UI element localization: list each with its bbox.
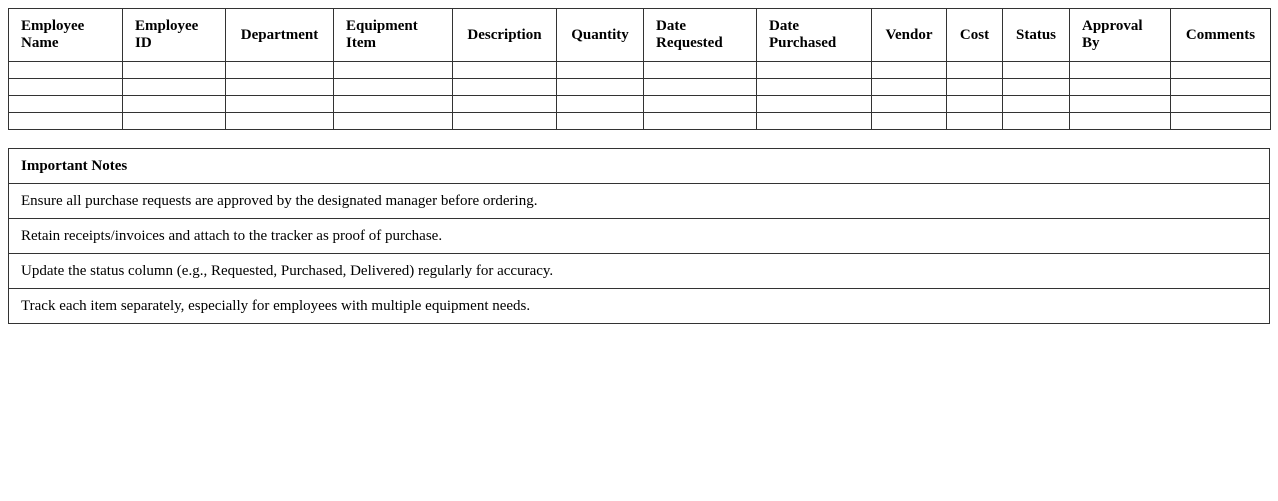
table-cell[interactable] xyxy=(946,78,1003,96)
table-cell[interactable] xyxy=(452,95,557,113)
note-item: Track each item separately, especially f… xyxy=(8,288,1270,324)
note-item: Update the status column (e.g., Requeste… xyxy=(8,253,1270,289)
table-cell[interactable] xyxy=(643,61,757,79)
important-notes-table: Important Notes Ensure all purchase requ… xyxy=(8,148,1270,324)
table-cell[interactable] xyxy=(8,112,123,130)
column-header: Approval By xyxy=(1069,8,1171,62)
table-cell[interactable] xyxy=(225,95,334,113)
table-cell[interactable] xyxy=(756,61,872,79)
table-cell[interactable] xyxy=(1069,95,1171,113)
table-cell[interactable] xyxy=(1170,61,1271,79)
table-cell[interactable] xyxy=(333,112,453,130)
note-item: Ensure all purchase requests are approve… xyxy=(8,183,1270,219)
column-header: Description xyxy=(452,8,557,62)
column-header: Equipment Item xyxy=(333,8,453,62)
table-cell[interactable] xyxy=(225,112,334,130)
table-cell[interactable] xyxy=(756,78,872,96)
column-header: Cost xyxy=(946,8,1003,62)
note-item: Retain receipts/invoices and attach to t… xyxy=(8,218,1270,254)
table-cell[interactable] xyxy=(122,78,226,96)
table-row xyxy=(8,61,1271,79)
table-cell[interactable] xyxy=(122,112,226,130)
table-cell[interactable] xyxy=(1170,78,1271,96)
table-cell[interactable] xyxy=(946,112,1003,130)
table-cell[interactable] xyxy=(871,95,947,113)
column-header: Employee Name xyxy=(8,8,123,62)
table-cell[interactable] xyxy=(871,61,947,79)
column-header: Department xyxy=(225,8,334,62)
table-cell[interactable] xyxy=(225,78,334,96)
table-cell[interactable] xyxy=(8,61,123,79)
table-cell[interactable] xyxy=(452,61,557,79)
table-cell[interactable] xyxy=(1170,95,1271,113)
table-cell[interactable] xyxy=(8,95,123,113)
equipment-tracker-table: Employee Name Employee ID Department Equipm… xyxy=(8,8,1271,130)
column-header: Quantity xyxy=(556,8,644,62)
note-row: Retain receipts/invoices and attach to t… xyxy=(8,218,1270,254)
table-cell[interactable] xyxy=(556,61,644,79)
table-row xyxy=(8,112,1271,130)
note-row: Track each item separately, especially f… xyxy=(8,288,1270,324)
table-cell[interactable] xyxy=(333,95,453,113)
table-cell[interactable] xyxy=(1002,95,1070,113)
table-cell[interactable] xyxy=(8,78,123,96)
table-cell[interactable] xyxy=(333,61,453,79)
table-row xyxy=(8,78,1271,96)
column-header: Vendor xyxy=(871,8,947,62)
table-cell[interactable] xyxy=(556,78,644,96)
column-header: Employee ID xyxy=(122,8,226,62)
table-cell[interactable] xyxy=(643,95,757,113)
table-cell[interactable] xyxy=(333,78,453,96)
table-cell[interactable] xyxy=(871,112,947,130)
table-cell[interactable] xyxy=(643,112,757,130)
table-cell[interactable] xyxy=(452,112,557,130)
column-header: Date Requested xyxy=(643,8,757,62)
column-header: Status xyxy=(1002,8,1070,62)
table-cell[interactable] xyxy=(946,61,1003,79)
header-row: Employee Name Employee ID Department Equipm… xyxy=(8,8,1271,62)
table-cell[interactable] xyxy=(452,78,557,96)
table-cell[interactable] xyxy=(556,95,644,113)
notes-title: Important Notes xyxy=(8,148,1270,184)
table-cell[interactable] xyxy=(122,61,226,79)
table-cell[interactable] xyxy=(643,78,757,96)
table-cell[interactable] xyxy=(556,112,644,130)
table-cell[interactable] xyxy=(225,61,334,79)
table-cell[interactable] xyxy=(122,95,226,113)
table-cell[interactable] xyxy=(756,112,872,130)
table-cell[interactable] xyxy=(1069,61,1171,79)
table-row xyxy=(8,95,1271,113)
note-row: Update the status column (e.g., Requeste… xyxy=(8,253,1270,289)
table-cell[interactable] xyxy=(946,95,1003,113)
column-header: Date Purchased xyxy=(756,8,872,62)
table-cell[interactable] xyxy=(1170,112,1271,130)
column-header: Comments xyxy=(1170,8,1271,62)
table-cell[interactable] xyxy=(1002,112,1070,130)
table-cell[interactable] xyxy=(1069,112,1171,130)
table-cell[interactable] xyxy=(871,78,947,96)
table-cell[interactable] xyxy=(1002,61,1070,79)
table-cell[interactable] xyxy=(1002,78,1070,96)
table-cell[interactable] xyxy=(756,95,872,113)
table-cell[interactable] xyxy=(1069,78,1171,96)
note-row: Ensure all purchase requests are approve… xyxy=(8,183,1270,219)
